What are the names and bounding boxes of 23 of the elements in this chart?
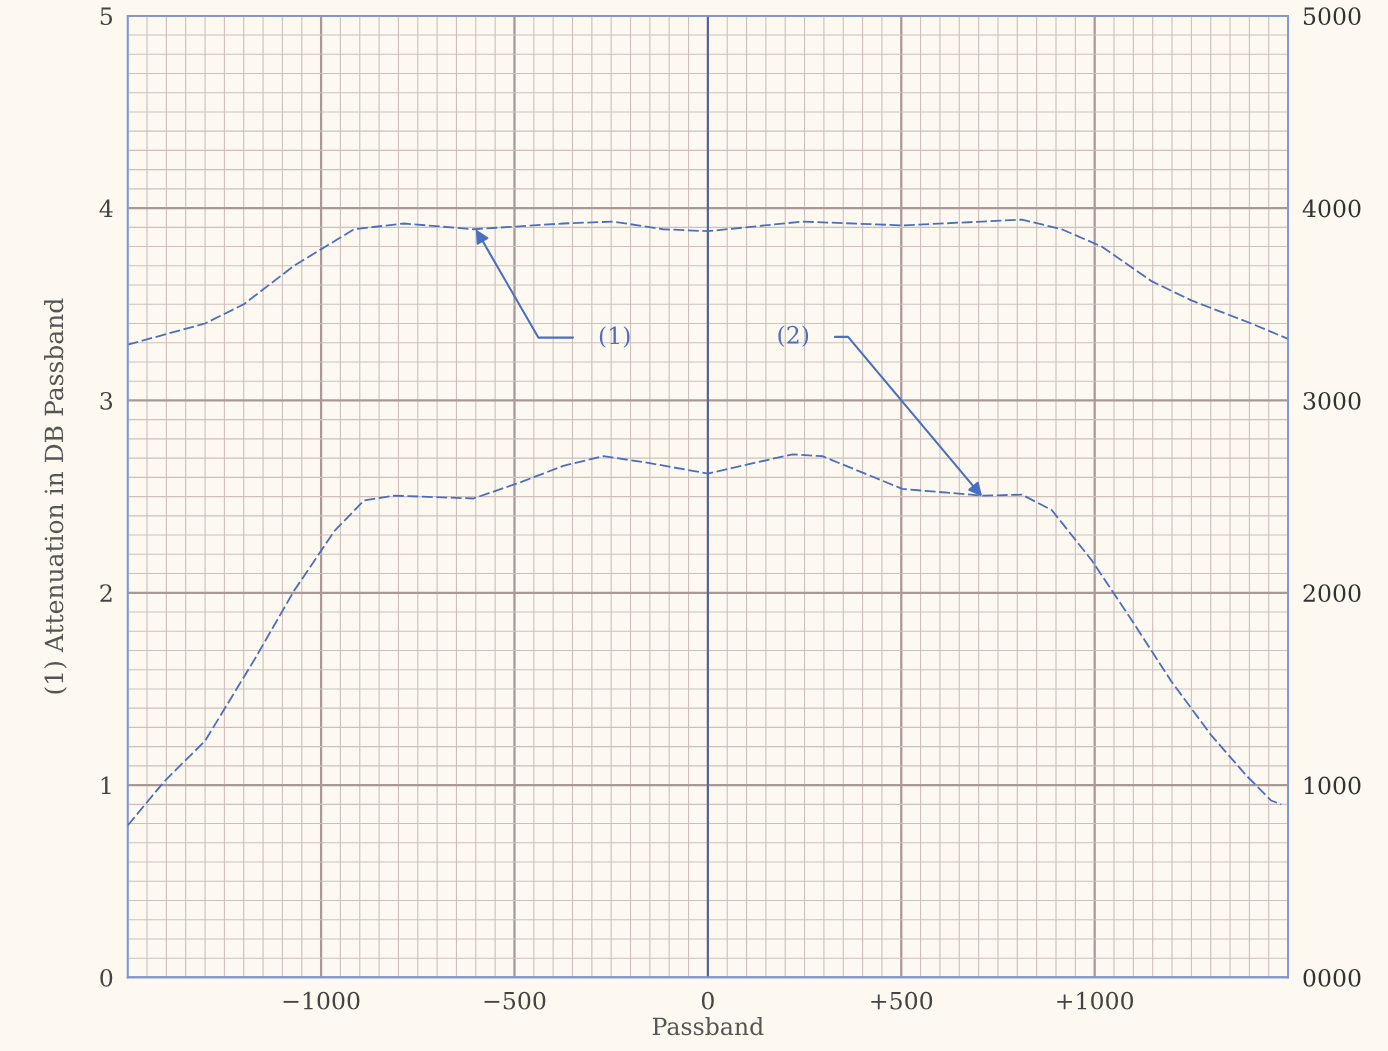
x-tick-label: −500 xyxy=(484,991,546,1010)
y2-tick-label: 5000 xyxy=(1303,7,1361,26)
y2-tick-label: 3000 xyxy=(1303,391,1361,410)
line-series xyxy=(127,218,1289,346)
y2-tick-label: 4000 xyxy=(1302,199,1361,218)
x-tick-label: +500 xyxy=(871,991,933,1010)
y2-tick-label: 2000 xyxy=(1303,584,1361,603)
y-tick-label: 2 xyxy=(100,584,112,602)
y-tick-label: 1 xyxy=(101,776,111,795)
x-tick-label: −1000 xyxy=(283,991,360,1010)
y-tick-label: 0 xyxy=(100,968,113,987)
y2-tick-label: 0000 xyxy=(1303,968,1361,987)
y2-tick-label: 1000 xyxy=(1304,776,1361,795)
y-axis-title: (1) Attenuation in DB Passband xyxy=(44,298,67,694)
annotation: (1) xyxy=(599,326,630,348)
annotation: (2) xyxy=(778,325,809,348)
line-series xyxy=(127,453,1283,827)
x-tick-label: 0 xyxy=(701,991,714,1010)
x-tick-label: +1000 xyxy=(1057,991,1134,1010)
y-tick-label: 5 xyxy=(100,7,112,26)
y-tick-label: 4 xyxy=(99,199,113,218)
x-axis-title: Passband xyxy=(652,1016,764,1036)
y-tick-label: 3 xyxy=(100,391,113,410)
